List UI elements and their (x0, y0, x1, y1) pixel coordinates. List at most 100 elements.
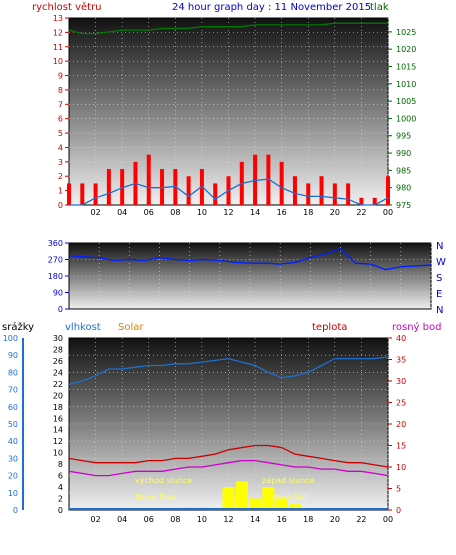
wind-peak-bar (160, 169, 165, 205)
wind-peak-bar (120, 169, 125, 205)
temperature-tick-label: 25 (396, 399, 406, 408)
temperature-tick-label: 15 (396, 442, 406, 451)
x-tick-label: 12 (223, 208, 233, 217)
pressure-tick-label: 1020 (396, 45, 416, 54)
wind-speed-tick-label: 10 (53, 57, 63, 66)
x-tick-label: 12 (223, 515, 233, 524)
solar-bar (235, 481, 248, 510)
x-tick-label: 02 (90, 515, 100, 524)
x-tick-label: 18 (303, 208, 313, 217)
solar-bar (288, 504, 301, 510)
solar-axis-title: Solar (118, 322, 144, 333)
x-tick-label: 08 (170, 515, 180, 524)
x-tick-label: 20 (330, 208, 340, 217)
humidity-tick-label: 30 (8, 454, 18, 463)
wind-peak-bar (93, 183, 98, 205)
wind-peak-bar (80, 183, 85, 205)
rain-tick-label: 2 (58, 495, 63, 504)
humidity-tick-label: 60 (8, 403, 18, 412)
direction-tick-label: 90 (53, 289, 63, 298)
x-tick-label: 18 (303, 515, 313, 524)
solar-bar (222, 487, 235, 510)
temperature-tick-label: 40 (396, 334, 406, 343)
wind-peak-bar (386, 176, 390, 205)
rain-tick-label: 12 (53, 437, 63, 446)
wind-speed-tick-label: 6 (58, 115, 63, 124)
pressure-axis: 975 980 985 990 995 1000 1005 1010 1015 1020 1025 (388, 28, 416, 210)
x-tick-label: 10 (197, 208, 207, 217)
wind-peak-bar (359, 197, 364, 205)
x-tick-label: 10 (197, 515, 207, 524)
humidity-tick-label: 10 (8, 489, 18, 498)
temperature-axis-title: teplota (312, 322, 347, 333)
pressure-axis-title: tlak (370, 2, 389, 13)
x-tick-label: 06 (144, 208, 154, 217)
x-tick-label: 14 (250, 515, 260, 524)
compass-label: N (436, 241, 443, 252)
x-tick-label: 22 (356, 515, 366, 524)
x-tick-label: 00 (383, 208, 393, 217)
temperature-tick-label: 35 (396, 356, 406, 365)
temperature-plot-area (68, 337, 389, 511)
rain-tick-label: 30 (53, 334, 63, 343)
wind-pressure-x-axis: 02 04 06 08 10 12 14 16 18 20 22 00 (90, 208, 393, 217)
pressure-tick-label: 995 (396, 132, 411, 141)
pressure-line (68, 22, 388, 35)
pressure-tick-label: 985 (396, 166, 411, 175)
wind-peak-bar (186, 176, 191, 205)
wind-average-line (69, 178, 389, 206)
wind-peak-bar (346, 183, 351, 205)
rain-tick-label: 26 (53, 357, 63, 366)
temperature-line (68, 444, 389, 468)
rain-tick-label: 10 (53, 449, 63, 458)
humidity-tick-label: 70 (8, 386, 18, 395)
wind-peak-bar (67, 183, 71, 205)
temperature-x-axis: 02 04 06 08 10 12 14 16 18 20 22 00 (90, 515, 393, 524)
wind-speed-tick-label: 2 (58, 172, 63, 181)
compass-label: N (436, 305, 443, 316)
temperature-tick-label: 20 (396, 420, 406, 429)
wind-speed-tick-label: 3 (58, 158, 63, 167)
x-tick-label: 00 (383, 515, 393, 524)
wind-speed-tick-label: 0 (58, 201, 63, 210)
wind-speed-tick-label: 1 (58, 187, 63, 196)
wind-speed-tick-label: 7 (58, 100, 63, 109)
wind-direction-axis: 0 90 180 270 360 (48, 239, 69, 314)
x-tick-label: 22 (356, 208, 366, 217)
humidity-line (68, 356, 389, 386)
solar-bar (262, 487, 275, 510)
x-tick-label: 08 (170, 208, 180, 217)
wind-peak-bar (292, 176, 297, 205)
compass-label: S (436, 273, 442, 284)
pressure-tick-label: 1025 (396, 28, 416, 37)
sunset-annotation: západ slunce (262, 476, 315, 485)
x-tick-label: 20 (330, 515, 340, 524)
temperature-tick-label: 5 (396, 485, 401, 494)
rain-tick-label: 8 (58, 460, 63, 469)
temperature-series (68, 356, 389, 510)
wind-peak-bar (332, 183, 337, 205)
pressure-tick-label: 1005 (396, 97, 416, 106)
pressure-tick-label: 1010 (396, 80, 416, 89)
humidity-tick-label: 100 (3, 334, 18, 343)
direction-tick-label: 270 (48, 256, 63, 265)
humidity-tick-label: 40 (8, 437, 18, 446)
wind-speed-axis-title: rychlost větru (32, 1, 102, 13)
direction-tick-label: 0 (58, 305, 63, 314)
rain-tick-label: 18 (53, 403, 63, 412)
direction-tick-label: 360 (48, 239, 63, 248)
wind-speed-tick-label: 8 (58, 86, 63, 95)
wind-speed-tick-label: 11 (53, 43, 63, 52)
x-tick-label: 16 (277, 515, 287, 524)
dewpoint-axis-title: rosný bod (392, 321, 441, 333)
temperature-tick-label: 30 (396, 377, 406, 386)
moonset-annotation: Moon Set (270, 493, 307, 502)
wind-peak-bar (106, 169, 111, 205)
rain-tick-label: 0 (58, 506, 63, 515)
pressure-tick-label: 975 (396, 201, 411, 210)
x-tick-label: 14 (250, 208, 260, 217)
rain-tick-label: 28 (53, 345, 63, 354)
wind-peak-bar (372, 197, 377, 205)
